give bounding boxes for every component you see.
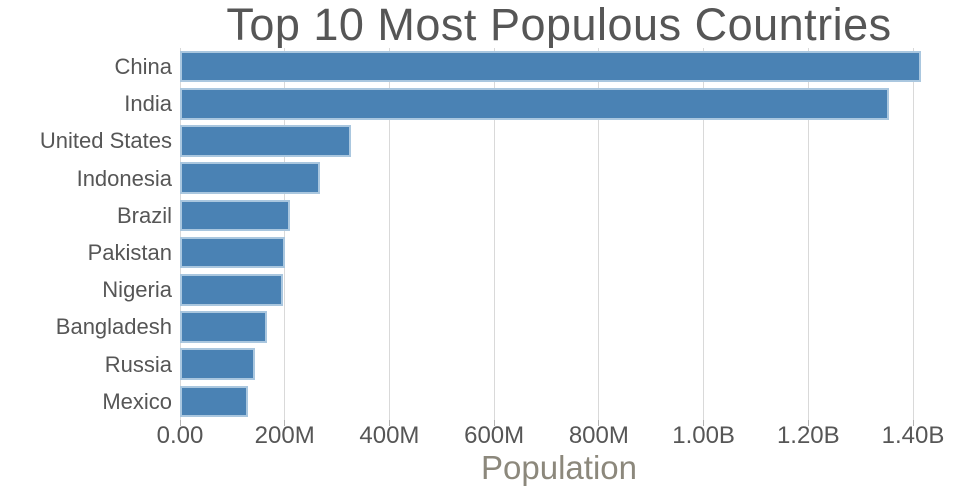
x-tick-mark <box>807 420 809 426</box>
x-tick-mark <box>912 420 914 426</box>
x-tick-mark <box>598 420 600 426</box>
bar-bangladesh <box>180 311 268 343</box>
x-tick-mark <box>703 420 705 426</box>
x-gridline <box>284 48 286 420</box>
y-axis: China India United States Indonesia Brazil Pa… <box>0 48 172 420</box>
bar-india <box>180 88 889 120</box>
bar-indonesia <box>180 162 320 194</box>
bar-nigeria <box>180 274 283 306</box>
x-axis-title: Population <box>481 449 637 486</box>
y-label-china: China <box>114 54 172 79</box>
plot-area <box>179 48 938 420</box>
y-label-pakistan: Pakistan <box>87 240 172 265</box>
x-tick-label: 600M <box>464 422 525 449</box>
bar-brazil <box>180 199 291 232</box>
y-label-united-states: United States <box>39 128 172 154</box>
y-label-mexico: Mexico <box>102 388 172 414</box>
y-label-russia: Russia <box>104 351 172 377</box>
x-tick-mark <box>179 420 181 426</box>
bar-united-states <box>180 125 352 157</box>
x-tick-label: 1.20B <box>776 422 840 449</box>
bar-mexico <box>180 385 249 418</box>
x-tick-label: 1.00B <box>672 422 735 449</box>
y-label-nigeria: Nigeria <box>102 277 172 303</box>
x-tick-label: 0.00 <box>156 422 204 449</box>
x-tick-label: 200M <box>254 422 315 449</box>
y-label-indonesia: Indonesia <box>76 165 172 191</box>
x-gridline <box>179 48 181 420</box>
x-gridline <box>598 48 600 420</box>
x-gridline <box>912 48 914 420</box>
y-label-bangladesh: Bangladesh <box>55 314 172 340</box>
x-gridline <box>807 48 809 420</box>
x-tick-mark <box>493 420 495 426</box>
y-label-india: India <box>124 91 172 117</box>
bar-russia <box>180 348 256 380</box>
x-gridline <box>703 48 705 420</box>
x-gridline <box>493 48 495 420</box>
y-label-brazil: Brazil <box>116 202 172 228</box>
x-tick-label: 1.40B <box>881 422 945 449</box>
x-tick-label: 800M <box>568 422 629 449</box>
x-tick-mark <box>284 420 286 426</box>
x-tick-mark <box>388 420 390 426</box>
chart-title: Top 10 Most Populous Countries <box>226 0 892 50</box>
bar-pakistan <box>180 236 286 269</box>
x-gridline <box>388 48 390 420</box>
bar-china <box>180 50 921 83</box>
x-tick-label: 400M <box>359 422 420 449</box>
